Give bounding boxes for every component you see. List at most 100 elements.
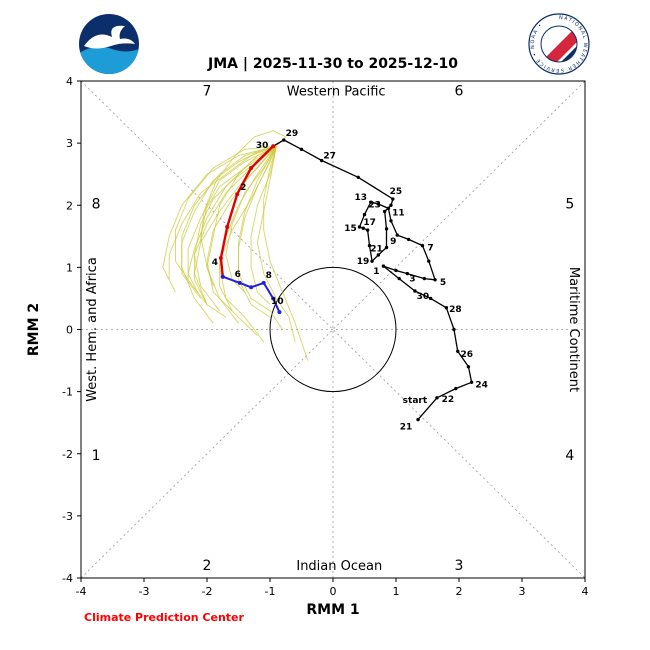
observed-marker xyxy=(389,219,393,223)
observed-marker xyxy=(405,271,410,276)
ensemble-member xyxy=(162,145,277,293)
region-label-left: West. Hem. and Africa xyxy=(85,257,100,402)
ensemble-member xyxy=(219,146,277,337)
ensemble-group xyxy=(162,130,309,361)
region-label-top: Western Pacific xyxy=(287,84,386,99)
credit-text: Climate Prediction Center xyxy=(84,611,244,624)
observed-day-label: 1 xyxy=(373,267,379,277)
phase-number: 6 xyxy=(455,83,464,99)
observed-marker xyxy=(395,233,399,237)
observed-day-label: 27 xyxy=(323,152,336,162)
observed-day-label: 26 xyxy=(460,350,473,360)
observed-marker xyxy=(299,147,304,152)
observed-marker xyxy=(376,253,381,257)
y-tick-label: -3 xyxy=(62,510,73,523)
observed-marker xyxy=(370,259,374,263)
forecast-week1-series: 24 xyxy=(212,144,276,279)
y-tick-label: 3 xyxy=(66,137,73,150)
x-tick-label: 0 xyxy=(330,585,337,598)
y-tick-label: 0 xyxy=(66,324,73,337)
observed-day-label: 5 xyxy=(440,278,446,288)
ensemble-member xyxy=(250,146,277,305)
observed-day-label: 11 xyxy=(392,208,405,218)
observed-day-label: 17 xyxy=(363,218,376,228)
region-label-bottom: Indian Ocean xyxy=(296,559,382,574)
observed-marker xyxy=(454,386,458,391)
forecast-week1-marker xyxy=(235,192,240,197)
x-tick-label: 4 xyxy=(582,585,589,598)
observed-day-label: 30 xyxy=(256,141,269,151)
x-tick-label: -1 xyxy=(265,585,276,598)
forecast-week1-marker xyxy=(218,256,223,261)
observed-day-label: 7 xyxy=(427,244,433,254)
observed-marker xyxy=(376,202,381,206)
phase-number: 4 xyxy=(565,448,574,464)
observed-marker xyxy=(456,349,460,353)
ensemble-member xyxy=(200,130,287,243)
ensemble-member xyxy=(168,145,277,280)
x-tick-label: 3 xyxy=(519,585,526,598)
observed-day-label: 30 xyxy=(417,292,430,302)
forecast-week1-marker xyxy=(249,165,254,170)
forecast-week1-day-label: 2 xyxy=(240,183,246,193)
ensemble-member xyxy=(238,145,283,330)
observed-marker xyxy=(365,228,370,232)
observed-marker xyxy=(433,278,437,282)
observed-marker xyxy=(428,296,433,301)
x-tick-label: -2 xyxy=(202,585,213,598)
x-tick-label: 2 xyxy=(456,585,463,598)
forecast-week2-day-label: 8 xyxy=(266,271,272,281)
y-tick-label: 4 xyxy=(66,75,73,88)
observed-marker xyxy=(362,212,367,217)
ensemble-member xyxy=(256,146,296,343)
observed-day-label: 23 xyxy=(368,200,381,210)
observed-marker xyxy=(469,380,474,385)
observed-marker xyxy=(386,206,391,211)
observed-day-label: 13 xyxy=(355,193,368,203)
observed-day-label: 21 xyxy=(370,244,383,254)
region-label-right: Maritime Continent xyxy=(566,267,581,392)
observed-marker xyxy=(394,268,398,273)
observed-marker xyxy=(367,243,372,248)
observed-marker xyxy=(452,327,456,332)
nws-logo-inner-ring xyxy=(540,25,578,63)
noaa-logo-gull-icon xyxy=(84,25,135,49)
nws-logo: NATIONAL WEATHER SERVICE • NOAA • xyxy=(528,13,590,75)
observed-marker xyxy=(319,158,324,163)
observed-marker xyxy=(391,197,395,201)
phase-number: 5 xyxy=(565,196,574,212)
observed-marker xyxy=(282,138,286,142)
y-tick-label: -4 xyxy=(62,572,73,585)
observed-marker xyxy=(397,276,401,281)
forecast-week2-marker xyxy=(220,274,225,279)
observed-day-label: 29 xyxy=(286,129,299,139)
observed-marker xyxy=(413,289,417,293)
forecast-week1-day-label: 4 xyxy=(212,258,218,268)
observed-day-label: 25 xyxy=(390,187,403,197)
observed-marker xyxy=(357,225,362,229)
forecast-week2-marker xyxy=(249,285,254,290)
observed-marker xyxy=(466,365,471,369)
observed-day-label: 28 xyxy=(449,305,462,315)
forecast-week2-marker xyxy=(277,310,282,315)
observed-marker xyxy=(389,203,393,207)
noaa-logo-sea-shape xyxy=(79,46,139,74)
observed-day-label: 15 xyxy=(344,224,357,234)
forecast-week1-line xyxy=(219,145,274,277)
observed-marker xyxy=(416,417,420,422)
y-tick-label: 1 xyxy=(66,261,73,274)
observed-day-label: 19 xyxy=(357,257,370,267)
x-tick-label: -3 xyxy=(139,585,150,598)
x-axis-title: RMM 1 xyxy=(306,602,359,618)
observed-marker xyxy=(422,276,427,281)
y-tick-label: -2 xyxy=(62,448,73,461)
observed-marker xyxy=(384,245,389,250)
observed-day-label: 3 xyxy=(409,275,415,285)
x-tick-label: -4 xyxy=(76,585,87,598)
x-tick-label: 1 xyxy=(393,585,400,598)
phase-number: 3 xyxy=(455,558,464,574)
ensemble-member xyxy=(175,145,277,281)
observed-marker xyxy=(356,175,360,179)
